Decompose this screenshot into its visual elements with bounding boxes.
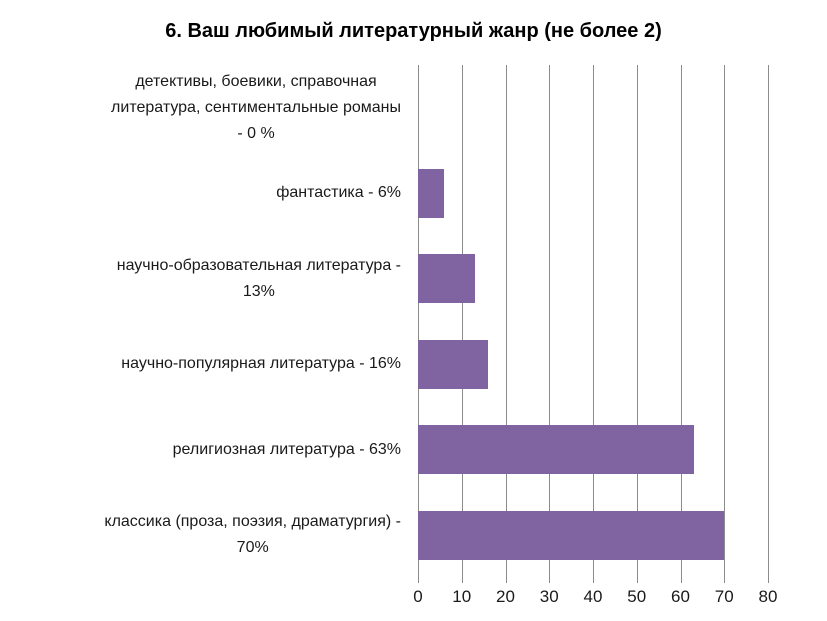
chart-title: 6. Ваш любимый литературный жанр (не бол… xyxy=(165,20,662,42)
category-label-row: классика (проза, поэзия, драматургия) - 7… xyxy=(0,493,410,579)
gridline xyxy=(724,65,726,578)
category-label-line: научно-популярная литература - 16% xyxy=(121,355,401,373)
x-axis-tick xyxy=(505,578,507,583)
category-label: научно-образовательная литература - 13% xyxy=(117,253,401,305)
category-label-line: научно-образовательная литература - xyxy=(116,256,401,274)
category-label-row: детективы, боевики, справочная литература… xyxy=(0,65,410,151)
x-axis-tick xyxy=(593,578,594,583)
category-label: детективы, боевики, справочная литература… xyxy=(111,69,401,147)
gridline xyxy=(461,65,463,578)
category-label-line: 13% xyxy=(242,282,275,300)
category-label-line: фантастика - 6% xyxy=(276,184,401,202)
gridline xyxy=(549,65,551,578)
gridline xyxy=(636,65,638,578)
x-tick-label: 30 xyxy=(539,587,559,606)
x-axis-tick xyxy=(680,578,682,583)
x-axis-tick xyxy=(768,578,769,583)
category-label: фантастика - 6% xyxy=(276,180,401,206)
x-tick-label: 60 xyxy=(671,587,690,606)
plot-area xyxy=(418,65,769,578)
x-tick-label: 20 xyxy=(496,587,515,606)
x-axis-tick xyxy=(461,578,463,583)
x-axis-tick xyxy=(724,578,726,583)
gridline xyxy=(505,65,507,578)
gridline xyxy=(418,65,419,578)
x-tick-label: 10 xyxy=(452,587,472,606)
x-tick-label: 0 xyxy=(413,587,423,606)
gridline xyxy=(768,65,769,578)
bar-4 xyxy=(418,425,694,475)
gridline xyxy=(593,65,594,578)
category-label: научно-популярная литература - 16% xyxy=(121,351,401,377)
x-tick-label: 80 xyxy=(758,587,778,606)
x-axis-tick xyxy=(549,578,551,583)
category-label: классика (проза, поэзия, драматургия) - 7… xyxy=(104,509,401,561)
bar-1 xyxy=(418,168,445,218)
x-axis-tick xyxy=(418,578,419,583)
category-labels: детективы, боевики, справочная литература… xyxy=(0,65,410,578)
category-label-line: литература, сентиментальные романы xyxy=(111,98,401,116)
category-label-line: - 0 % xyxy=(237,124,275,142)
category-label-line: детективы, боевики, справочная xyxy=(135,72,377,90)
category-label-row: научно-образовательная литература - 13% xyxy=(0,236,410,322)
x-axis: 0 10 20 30 40 50 60 70 80 xyxy=(413,578,777,620)
x-tick-label: 70 xyxy=(714,587,734,606)
x-axis-tick xyxy=(636,578,638,583)
bar-5 xyxy=(418,510,725,560)
category-label-line: классика (проза, поэзия, драматургия) - xyxy=(104,513,401,531)
category-label-row: религиозная литература - 63% xyxy=(0,407,410,493)
category-label-line: 70% xyxy=(236,539,269,557)
bar-3 xyxy=(418,339,488,389)
category-label: религиозная литература - 63% xyxy=(173,437,401,463)
category-label-row: фантастика - 6% xyxy=(0,151,410,237)
x-tick-label: 40 xyxy=(583,587,603,606)
gridline xyxy=(680,65,682,578)
category-label-row: научно-популярная литература - 16% xyxy=(0,322,410,408)
x-tick-label: 50 xyxy=(627,587,647,606)
category-label-line: религиозная литература - 63% xyxy=(172,440,401,458)
bar-2 xyxy=(418,254,475,304)
